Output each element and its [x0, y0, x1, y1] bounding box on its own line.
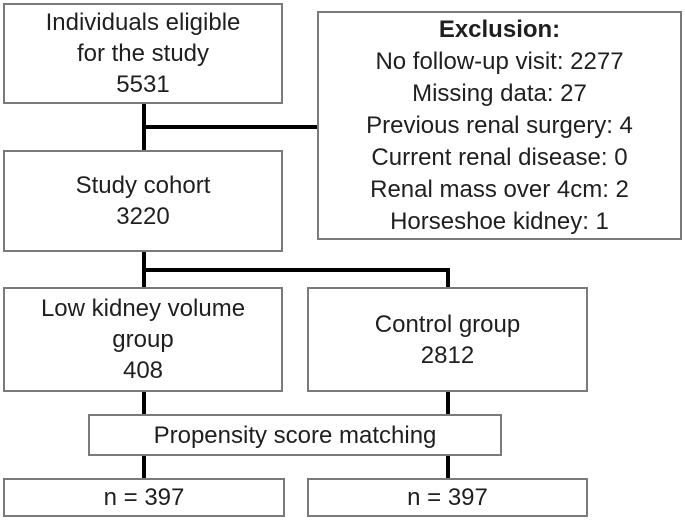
control-label: Control group: [374, 310, 521, 338]
low-volume-line-1: Low kidney volume: [40, 295, 246, 322]
low-volume-group-box: Low kidney volume group 408: [3, 287, 283, 392]
connector-split-to-control: [446, 268, 450, 291]
exclusion-item-5: Renal mass over 4cm: 2: [370, 175, 629, 203]
matching-label: Propensity score matching: [153, 421, 437, 449]
exclusion-item-4: Current renal disease: 0: [371, 143, 628, 171]
exclusion-item-1: No follow-up visit: 2277: [375, 47, 624, 75]
low-volume-count: 408: [122, 357, 164, 384]
cohort-label: Study cohort: [75, 172, 211, 199]
control-count: 2812: [420, 341, 475, 369]
cohort-count: 3220: [116, 203, 170, 230]
connector-matching-to-right-n: [446, 452, 450, 482]
matched-left-count: n = 397: [103, 484, 185, 511]
exclusion-title: Exclusion:: [438, 15, 561, 43]
matched-left-box: n = 397: [3, 478, 285, 517]
matched-right-box: n = 397: [307, 478, 588, 517]
cohort-box: Study cohort 3220: [3, 150, 283, 252]
exclusion-item-6: Horseshoe kidney: 1: [390, 207, 609, 235]
connector-to-exclusion: [142, 125, 319, 129]
eligible-line-2: for the study: [76, 40, 210, 67]
exclusion-item-2: Missing data: 27: [412, 79, 587, 107]
eligible-box: Individuals eligible for the study 5531: [3, 3, 283, 104]
connector-matching-to-left-n: [142, 452, 146, 482]
connector-split-horizontal: [142, 268, 450, 272]
exclusion-item-3: Previous renal surgery: 4: [366, 111, 633, 139]
control-group-box: Control group 2812: [307, 287, 588, 392]
eligible-count: 5531: [116, 71, 170, 98]
eligible-line-1: Individuals eligible: [45, 9, 241, 36]
propensity-matching-box: Propensity score matching: [88, 414, 502, 456]
connector-lowvolume-to-matching: [142, 388, 146, 418]
low-volume-line-2: group: [112, 326, 174, 353]
matched-right-count: n = 397: [407, 484, 488, 511]
connector-control-to-matching: [446, 388, 450, 418]
exclusion-box: Exclusion: No follow-up visit: 2277 Miss…: [317, 11, 682, 240]
